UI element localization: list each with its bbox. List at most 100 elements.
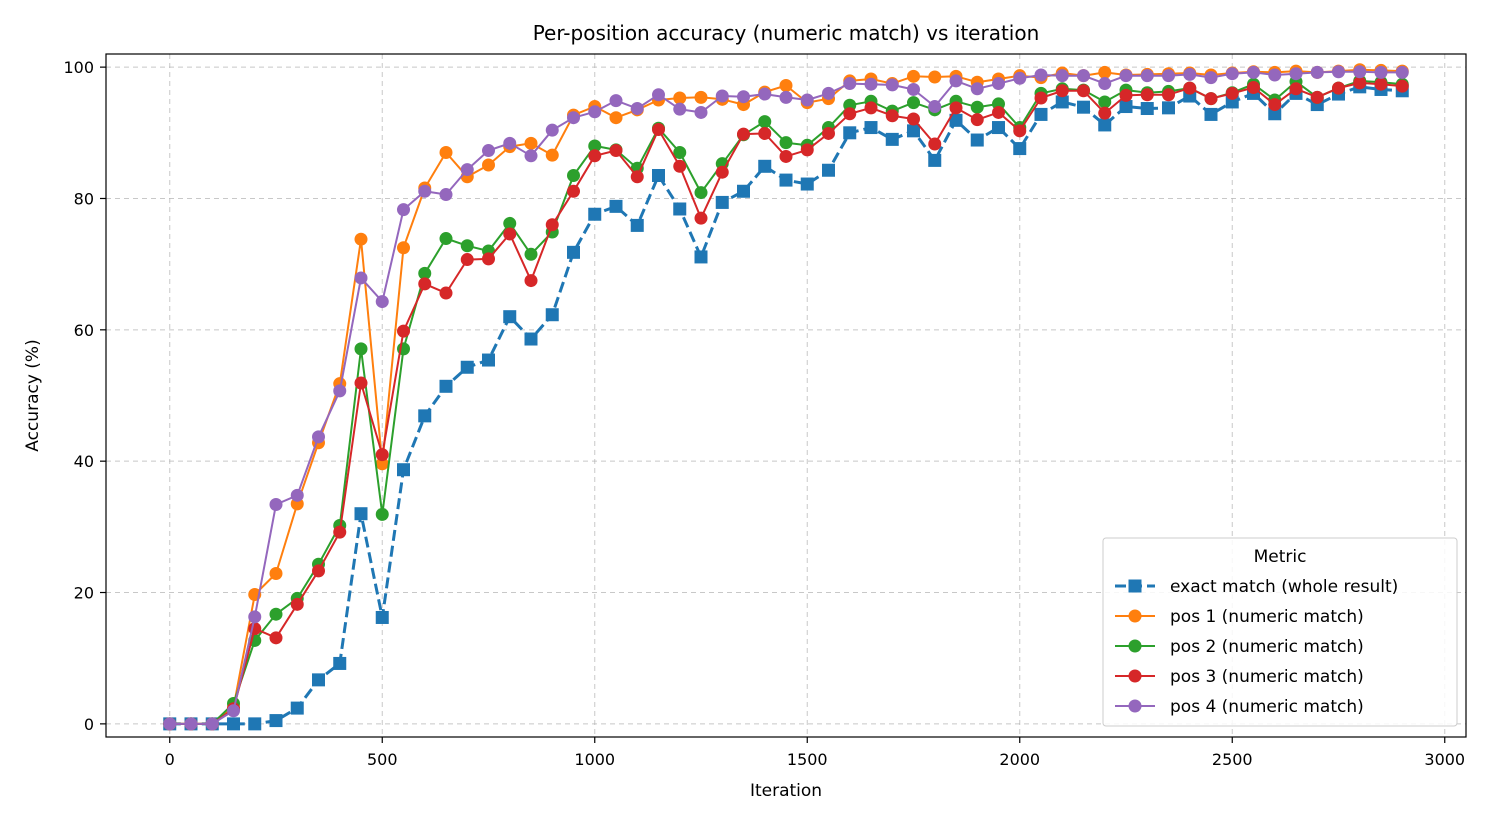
- data-point: [1140, 69, 1154, 83]
- data-point: [652, 168, 665, 182]
- data-point: [227, 704, 240, 718]
- data-point: [588, 139, 602, 153]
- data-point: [715, 89, 729, 103]
- y-tick-label: 0: [84, 715, 94, 734]
- data-point: [545, 218, 559, 232]
- data-point: [397, 324, 410, 338]
- data-point: [354, 232, 368, 246]
- data-point: [1183, 81, 1197, 95]
- data-point: [375, 295, 389, 309]
- data-point: [227, 717, 240, 731]
- data-point: [992, 77, 1005, 91]
- data-point: [779, 90, 793, 104]
- data-point: [800, 177, 814, 191]
- data-point: [482, 353, 495, 367]
- legend-swatch-marker: [1128, 699, 1142, 713]
- data-point: [1077, 100, 1090, 114]
- data-point: [928, 70, 942, 84]
- data-point: [737, 90, 750, 104]
- data-point: [843, 77, 857, 91]
- data-point: [1098, 106, 1112, 120]
- data-point: [1225, 67, 1239, 81]
- legend-swatch-marker: [1128, 669, 1142, 683]
- data-point: [503, 227, 517, 241]
- data-point: [397, 241, 410, 255]
- data-point: [312, 430, 325, 444]
- data-point: [843, 107, 857, 121]
- data-point: [439, 286, 453, 300]
- data-point: [439, 146, 453, 160]
- data-point: [1055, 69, 1069, 83]
- data-point: [992, 121, 1005, 135]
- data-point: [439, 188, 453, 202]
- data-point: [1268, 68, 1282, 82]
- legend-label: pos 4 (numeric match): [1170, 697, 1364, 717]
- data-point: [1098, 65, 1112, 79]
- data-point: [1332, 81, 1345, 95]
- y-tick-label: 40: [74, 452, 94, 471]
- legend-label: pos 2 (numeric match): [1170, 637, 1364, 657]
- legend-label: pos 1 (numeric match): [1170, 607, 1364, 627]
- data-point: [1353, 65, 1367, 79]
- data-point: [333, 384, 347, 398]
- legend-box: [1102, 537, 1458, 727]
- data-point: [822, 86, 835, 100]
- data-point: [1098, 95, 1112, 109]
- data-point: [758, 87, 772, 101]
- data-point: [779, 79, 793, 93]
- data-point: [418, 277, 432, 291]
- data-point: [375, 610, 389, 624]
- data-point: [1162, 101, 1175, 115]
- data-point: [630, 218, 644, 232]
- data-point: [333, 656, 347, 670]
- data-point: [1034, 68, 1048, 82]
- data-point: [439, 379, 453, 393]
- series-5: [163, 65, 1409, 731]
- data-point: [1310, 90, 1324, 104]
- data-point: [482, 144, 495, 158]
- data-point: [524, 247, 538, 261]
- data-point: [715, 195, 729, 209]
- legend-swatch-marker: [1128, 579, 1142, 593]
- data-point: [992, 105, 1005, 119]
- data-point: [779, 149, 793, 163]
- data-point: [1098, 118, 1112, 132]
- legend-entry: pos 4 (numeric match): [1115, 697, 1364, 717]
- x-tick-label: 2500: [1212, 750, 1253, 769]
- x-axis-label: Iteration: [750, 781, 822, 801]
- legend-entry: pos 1 (numeric match): [1115, 607, 1364, 627]
- data-point: [567, 184, 580, 198]
- legend: Metric exact match (whole result) pos 1 (…: [1102, 537, 1458, 727]
- data-point: [397, 203, 410, 217]
- data-point: [290, 597, 304, 611]
- data-point: [290, 488, 304, 502]
- data-point: [1098, 77, 1112, 91]
- legend-entry: exact match (whole result): [1115, 577, 1398, 597]
- data-point: [1162, 88, 1175, 102]
- legend-label: pos 3 (numeric match): [1170, 667, 1364, 687]
- y-tick-label: 100: [63, 58, 94, 77]
- data-point: [970, 82, 984, 96]
- data-point: [1204, 71, 1218, 85]
- data-point: [354, 507, 368, 521]
- plot-frame: [105, 53, 1467, 738]
- data-point: [397, 463, 410, 477]
- data-point: [375, 448, 389, 462]
- data-point: [1247, 80, 1260, 94]
- data-point: [524, 149, 538, 163]
- data-point: [673, 102, 687, 116]
- data-point: [864, 101, 878, 115]
- data-point: [1055, 84, 1069, 98]
- data-point: [333, 525, 347, 539]
- data-point: [503, 136, 517, 150]
- data-point: [1332, 65, 1345, 79]
- data-point: [652, 88, 665, 102]
- data-point: [928, 100, 942, 114]
- data-point: [864, 121, 878, 135]
- data-point: [758, 126, 772, 140]
- data-point: [630, 102, 644, 116]
- data-point: [312, 564, 325, 578]
- data-point: [970, 113, 984, 127]
- data-point: [907, 124, 920, 138]
